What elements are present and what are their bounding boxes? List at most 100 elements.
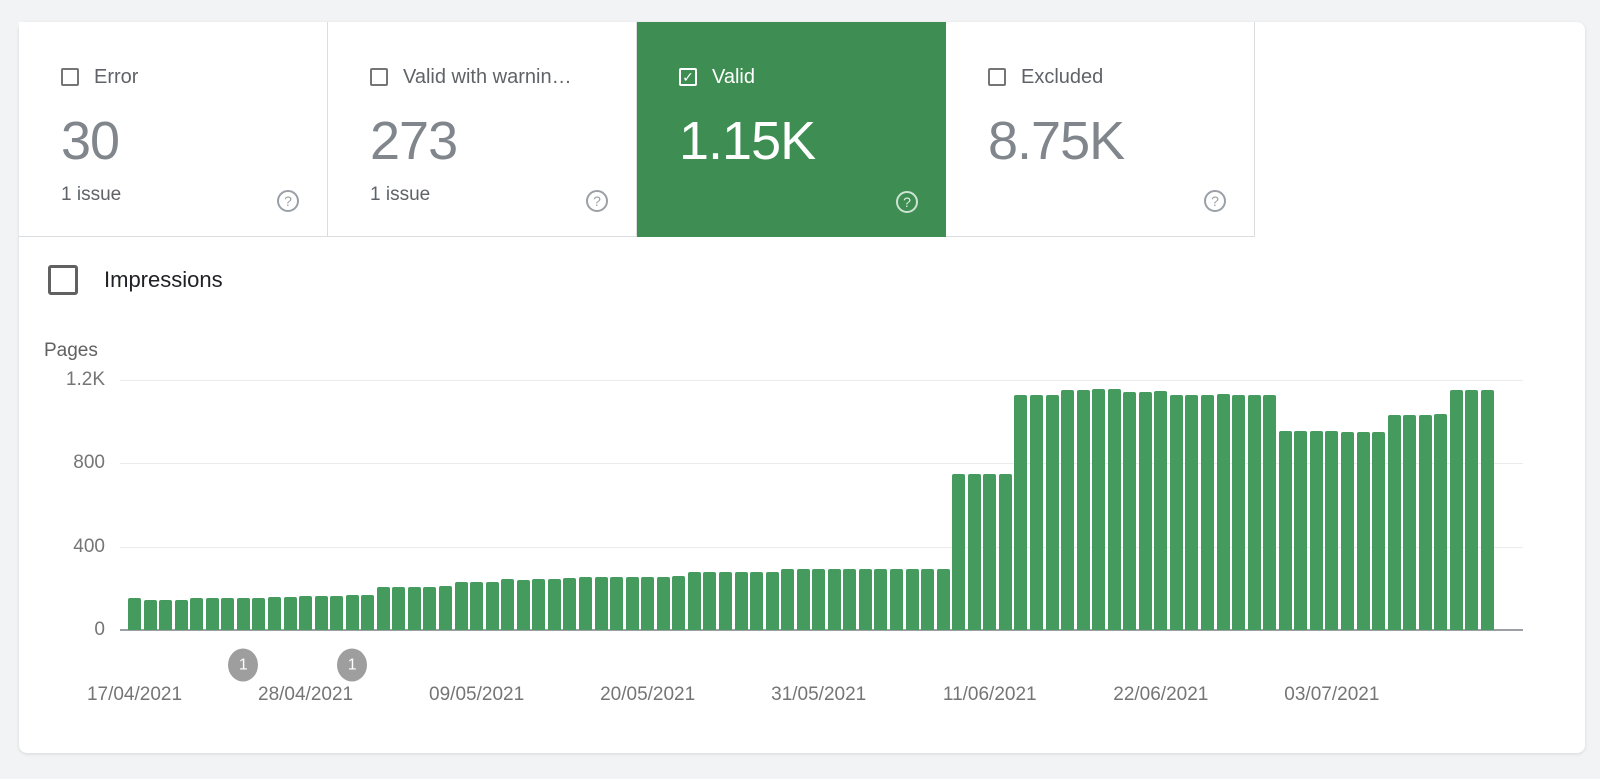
bar[interactable] xyxy=(392,587,406,630)
bar[interactable] xyxy=(1201,395,1214,630)
bar[interactable] xyxy=(252,598,266,630)
impressions-toggle[interactable]: Impressions xyxy=(48,264,223,296)
bar[interactable] xyxy=(1107,389,1121,630)
bar[interactable] xyxy=(330,596,344,630)
bar[interactable] xyxy=(1076,390,1090,630)
bar[interactable] xyxy=(921,569,935,630)
card-excluded[interactable]: Excluded 8.75K ? xyxy=(946,22,1255,237)
bar[interactable] xyxy=(718,572,732,630)
bar[interactable] xyxy=(485,582,499,630)
bar[interactable] xyxy=(563,578,577,630)
bar[interactable] xyxy=(936,569,950,630)
bar[interactable] xyxy=(221,598,235,630)
bar[interactable] xyxy=(1092,389,1106,630)
checkbox-excluded-unchecked[interactable] xyxy=(988,68,1006,86)
bar[interactable] xyxy=(967,474,981,630)
bar[interactable] xyxy=(1340,432,1354,630)
bar[interactable] xyxy=(190,598,204,630)
bar[interactable] xyxy=(1045,395,1059,630)
bar[interactable] xyxy=(827,569,841,630)
bar[interactable] xyxy=(361,595,375,630)
bar[interactable] xyxy=(1309,431,1323,630)
bar[interactable] xyxy=(532,579,546,630)
bar[interactable] xyxy=(1061,390,1074,630)
bar[interactable] xyxy=(283,597,297,630)
bar[interactable] xyxy=(1014,395,1028,630)
bar[interactable] xyxy=(858,569,872,630)
bar[interactable] xyxy=(1029,395,1043,630)
bar[interactable] xyxy=(159,600,173,630)
bar[interactable] xyxy=(1278,431,1292,630)
annotation-marker[interactable]: 1 xyxy=(337,648,368,682)
bar[interactable] xyxy=(299,596,313,630)
bar[interactable] xyxy=(407,587,421,630)
help-icon[interactable]: ? xyxy=(896,191,918,213)
bar[interactable] xyxy=(376,587,390,630)
bar[interactable] xyxy=(625,577,639,630)
bar[interactable] xyxy=(547,579,561,630)
bar[interactable] xyxy=(439,586,452,630)
bar[interactable] xyxy=(1123,392,1137,630)
bar[interactable] xyxy=(1247,395,1261,630)
bar[interactable] xyxy=(314,596,328,630)
bar[interactable] xyxy=(952,474,966,630)
bar[interactable] xyxy=(1480,390,1494,630)
card-valid-with-warnings[interactable]: Valid with warnin… 273 1 issue ? xyxy=(328,22,637,237)
bar[interactable] xyxy=(128,598,141,630)
bar[interactable] xyxy=(345,595,359,630)
checkbox-error-unchecked[interactable] xyxy=(61,68,79,86)
bar[interactable] xyxy=(905,569,919,630)
bar[interactable] xyxy=(1356,432,1370,630)
bar[interactable] xyxy=(143,600,157,630)
bar[interactable] xyxy=(765,572,779,630)
bar[interactable] xyxy=(1185,395,1199,630)
bar[interactable] xyxy=(1263,395,1277,630)
bar[interactable] xyxy=(687,572,701,630)
bar[interactable] xyxy=(579,577,592,630)
bar[interactable] xyxy=(1434,414,1448,630)
bar[interactable] xyxy=(1387,415,1401,630)
bar[interactable] xyxy=(983,474,997,630)
bar[interactable] xyxy=(1372,432,1385,630)
bar[interactable] xyxy=(1465,390,1479,630)
bar[interactable] xyxy=(641,577,655,630)
checkbox-valid-checked[interactable]: ✓ xyxy=(679,68,697,86)
bar[interactable] xyxy=(174,600,188,630)
card-valid[interactable]: ✓ Valid 1.15K ? xyxy=(637,22,946,237)
bar[interactable] xyxy=(890,569,903,630)
bar[interactable] xyxy=(236,598,250,630)
bar[interactable] xyxy=(1325,431,1339,630)
bar[interactable] xyxy=(656,577,670,630)
bar[interactable] xyxy=(874,569,888,630)
bar[interactable] xyxy=(734,572,748,630)
annotation-marker[interactable]: 1 xyxy=(228,648,259,682)
card-error[interactable]: Error 30 1 issue ? xyxy=(19,22,328,237)
bar[interactable] xyxy=(750,572,763,630)
bar[interactable] xyxy=(1403,415,1417,630)
bar[interactable] xyxy=(268,597,281,630)
bar[interactable] xyxy=(672,576,686,630)
bar[interactable] xyxy=(1449,390,1463,630)
bar[interactable] xyxy=(594,577,608,630)
bar[interactable] xyxy=(470,582,484,630)
bar[interactable] xyxy=(1169,395,1183,630)
bar[interactable] xyxy=(1418,415,1432,630)
help-icon[interactable]: ? xyxy=(1204,190,1226,212)
bar[interactable] xyxy=(1294,431,1308,630)
bar[interactable] xyxy=(1232,395,1245,630)
bar[interactable] xyxy=(205,598,219,630)
bar[interactable] xyxy=(501,579,515,630)
bar[interactable] xyxy=(516,580,530,630)
checkbox-valid-with-warnings-unchecked[interactable] xyxy=(370,68,388,86)
bar[interactable] xyxy=(1216,394,1230,630)
bar[interactable] xyxy=(843,569,857,630)
bar[interactable] xyxy=(703,572,717,630)
bar[interactable] xyxy=(454,582,468,630)
bar[interactable] xyxy=(1154,391,1168,630)
bar[interactable] xyxy=(1138,392,1152,630)
bar[interactable] xyxy=(998,474,1012,630)
bar[interactable] xyxy=(781,569,795,630)
impressions-checkbox-unchecked[interactable] xyxy=(48,265,78,295)
help-icon[interactable]: ? xyxy=(586,190,608,212)
bar[interactable] xyxy=(812,569,826,630)
